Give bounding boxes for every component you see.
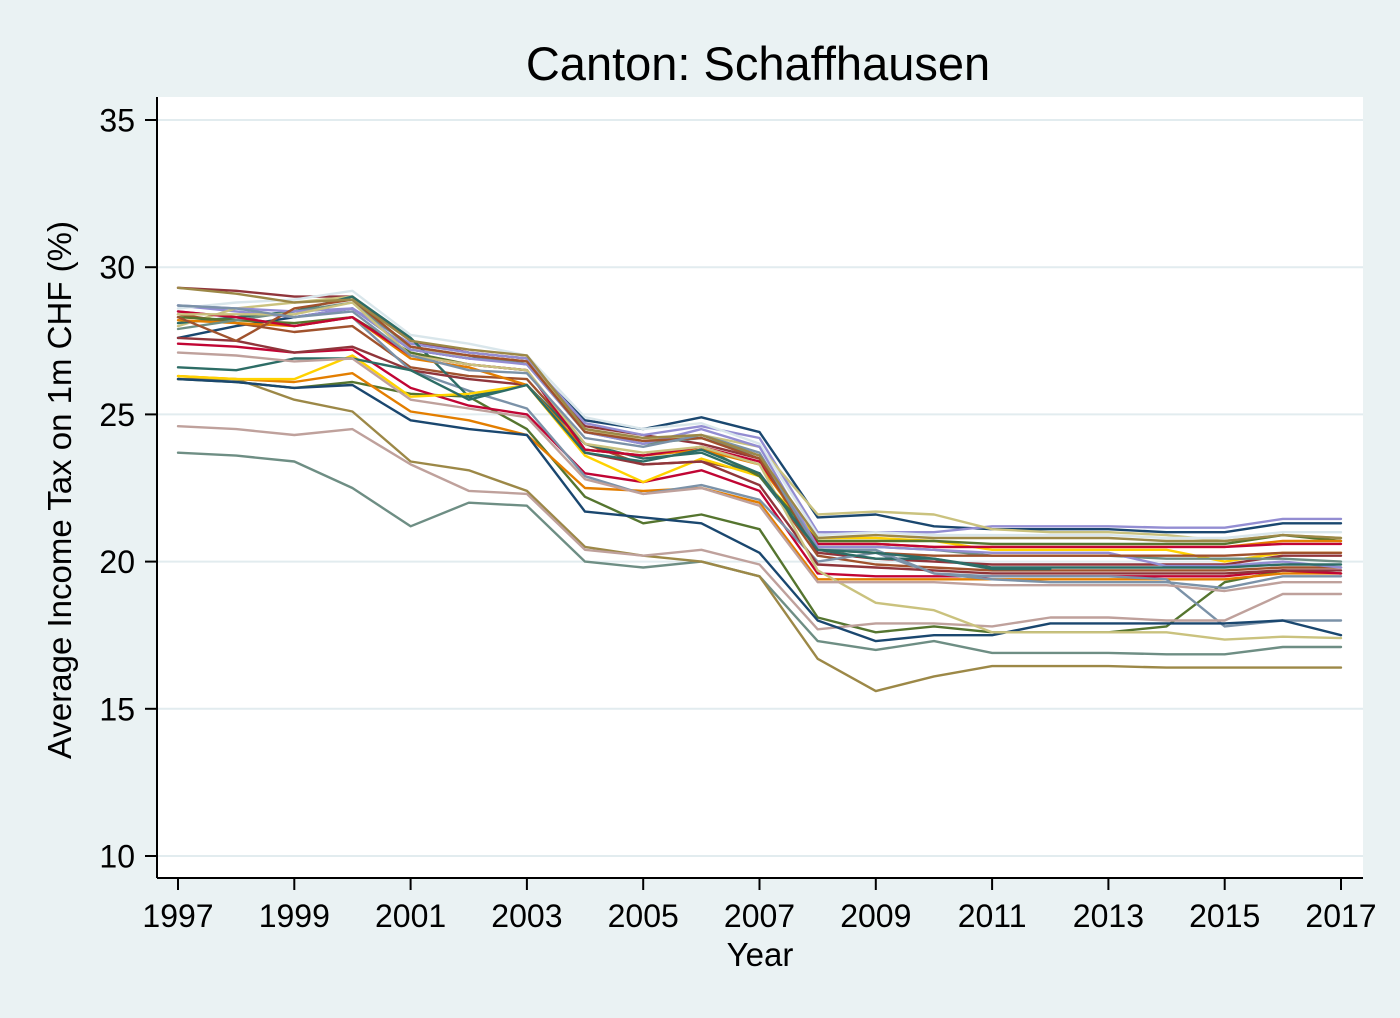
x-tick-label: 2009 [840,898,911,934]
series-line [176,377,1343,693]
series-line [176,351,1343,593]
series-line [176,377,1343,643]
y-axis-title: Average Income Tax on 1m CHF (%) [41,221,78,759]
series-line [176,301,1343,641]
y-tick-label: 30 [99,250,135,286]
series-line [176,286,1343,543]
x-tick-label: 2007 [724,898,795,934]
chart-title: Canton: Schaffhausen [526,37,990,90]
x-tick-label: 1997 [142,898,213,934]
x-axis-ticks: 1997 1999 2001 2003 2005 2007 2009 2011 2013 2015… [142,878,1377,934]
y-tick-label: 35 [99,103,135,139]
gridlines [157,119,1363,857]
series-line [176,304,1343,590]
series-line [176,304,1343,569]
y-tick-label: 15 [99,691,135,727]
x-tick-label: 2001 [375,898,446,934]
y-tick-label: 25 [99,397,135,433]
x-tick-label: 2013 [1073,898,1144,934]
series-line [176,298,1343,557]
y-axis-ticks: 10 15 20 25 30 35 [99,103,157,875]
series-line [176,425,1343,631]
y-tick-label: 20 [99,544,135,580]
y-tick-label: 10 [99,839,135,875]
x-tick-label: 2017 [1305,898,1376,934]
series-line [176,310,1343,628]
x-tick-label: 2003 [491,898,562,934]
series-line [176,310,1343,549]
series-line [176,336,1343,575]
x-tick-label: 1999 [259,898,330,934]
x-tick-label: 2005 [608,898,679,934]
series-line [176,289,1343,540]
x-axis-title: Year [727,936,794,973]
series-line [176,357,1343,569]
x-tick-label: 2011 [958,898,1027,934]
x-tick-label: 2015 [1189,898,1260,934]
series-lines [176,286,1343,693]
